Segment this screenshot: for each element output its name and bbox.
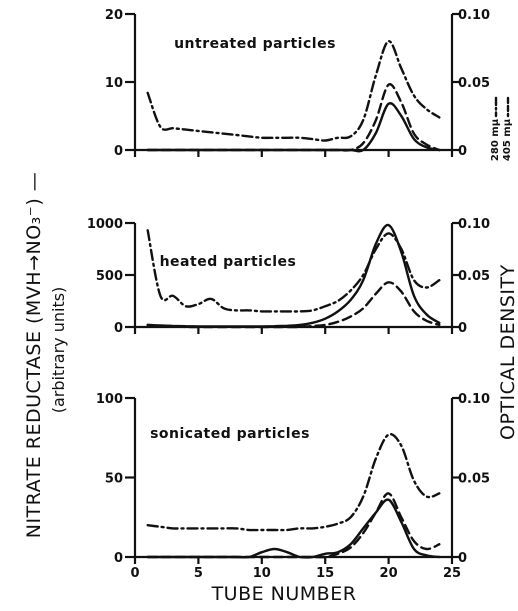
right-tick-label: 0.10	[458, 392, 490, 407]
right-axis-label: OPTICAL DENSITY	[497, 264, 518, 440]
left-tick-label: 1000	[87, 217, 123, 232]
x-tick-label: 15	[316, 566, 334, 581]
right-tick-label: 0.05	[458, 472, 490, 487]
series-line-dashed	[146, 492, 441, 559]
right-tick-label: 0.05	[458, 269, 490, 284]
left-tick-label: 20	[105, 8, 123, 23]
left-tick-label: 50	[105, 472, 123, 487]
series-line-dashed	[146, 83, 441, 152]
panel-3: 0 50 100 0 0.05 0.10 0 5 10 15 20 25 sonicated parti…	[96, 392, 490, 581]
series-line-solid	[146, 102, 441, 153]
legend-label-405: 405 mμ	[502, 118, 513, 161]
series-line-dash-dot	[146, 432, 441, 532]
right-tick-label: 0.10	[458, 8, 490, 23]
left-axis-label: NITRATE REDUCTASE (MVH→NO₃⁻) —	[23, 172, 45, 539]
series-line-dashed	[146, 281, 441, 329]
panel-title: heated particles	[160, 254, 297, 270]
right-tick-label: 0	[458, 144, 467, 159]
x-tick-label: 25	[443, 566, 461, 581]
right-tick-label: 0	[458, 321, 467, 336]
panel-title: sonicated particles	[150, 426, 310, 442]
x-tick-label: 10	[253, 566, 271, 581]
x-tick-label: 0	[130, 566, 139, 581]
x-axis-label: TUBE NUMBER	[211, 583, 357, 605]
x-tick-label: 20	[380, 566, 398, 581]
left-axis-label-units: (arbitrary units)	[49, 287, 68, 414]
panel-2: 0 500 1000 0 0.05 0.10 heated particles	[87, 217, 490, 336]
series-line-dash-dot	[146, 229, 441, 313]
left-tick-label: 10	[105, 76, 123, 91]
panel-title: untreated particles	[174, 36, 336, 52]
left-tick-label: 0	[114, 551, 123, 566]
series-line-dash-dot	[146, 40, 441, 142]
left-tick-label: 0	[114, 321, 123, 336]
legend-label-280: 280 mμ	[490, 118, 501, 161]
left-tick-label: 500	[96, 269, 123, 284]
left-tick-label: 0	[114, 144, 123, 159]
panel-1: 0 10 20 0 0.05 0.10 untreated particles	[105, 8, 490, 159]
right-tick-label: 0.05	[458, 76, 490, 91]
right-tick-label: 0	[458, 551, 467, 566]
left-tick-label: 100	[96, 392, 123, 407]
right-tick-label: 0.10	[458, 217, 490, 232]
x-tick-label: 5	[194, 566, 203, 581]
legend: 280 mμ 405 mμ	[490, 96, 513, 161]
